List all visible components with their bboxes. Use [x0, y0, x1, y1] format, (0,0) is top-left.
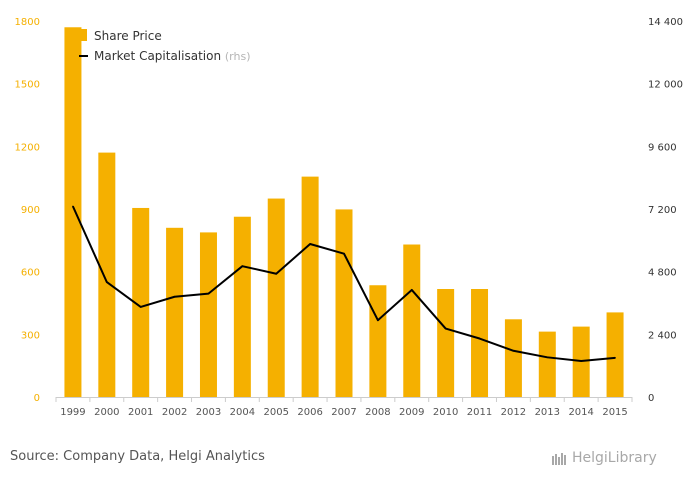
right-axis-tick-label: 9 600	[648, 142, 677, 153]
x-axis-tick-label: 2005	[264, 407, 289, 418]
x-axis-tick-label: 2009	[399, 407, 424, 418]
left-axis-tick-label: 0	[34, 393, 40, 404]
market-cap-point	[241, 265, 244, 267]
left-axis-tick-label: 1500	[15, 80, 40, 91]
x-axis-tick-label: 2015	[602, 407, 627, 418]
x-axis-tick-label: 2001	[128, 407, 153, 418]
x-axis-tick-label: 2006	[297, 407, 322, 418]
right-axis-tick-label: 4 800	[648, 268, 677, 279]
right-axis-tick-label: 12 000	[648, 80, 683, 91]
x-axis-tick-label: 2012	[501, 407, 526, 418]
market-cap-point	[139, 306, 142, 308]
market-cap-point	[410, 289, 413, 291]
legend-swatch-share-price	[79, 29, 87, 41]
legend-label-market-cap: Market Capitalisation (rhs)	[94, 49, 251, 63]
share-price-bar	[504, 319, 522, 397]
left-axis-tick-label: 600	[21, 268, 40, 279]
x-axis-tick-label: 2000	[94, 407, 119, 418]
share-price-bar	[199, 232, 217, 397]
market-cap-point	[377, 319, 379, 322]
share-price-bar	[267, 198, 285, 397]
left-axis-tick-label: 300	[21, 330, 40, 341]
x-axis-tick-label: 2004	[230, 407, 255, 418]
source-note: Source: Company Data, Helgi Analytics	[10, 449, 265, 464]
share-price-bar	[132, 207, 150, 397]
x-axis-tick-label: 2007	[331, 407, 356, 418]
market-cap-point	[207, 292, 210, 295]
market-cap-point	[309, 243, 311, 245]
market-cap-point	[275, 272, 278, 275]
right-axis: 0 2 400 4 800 7 200 9 600 12 000 14 400	[648, 17, 683, 404]
x-axis-tick-label: 2011	[467, 407, 492, 418]
share-price-bars	[64, 27, 624, 398]
x-axis-tick-label: 2003	[196, 407, 221, 418]
share-price-bar	[166, 227, 184, 397]
right-axis-tick-label: 7 200	[648, 205, 677, 216]
share-price-bar	[335, 209, 353, 397]
share-price-bar	[233, 216, 251, 397]
market-cap-point	[173, 295, 176, 298]
market-cap-point	[343, 252, 345, 255]
library-logo-icon	[552, 453, 566, 465]
share-price-bar	[606, 312, 624, 397]
x-axis-tick-label: 2014	[568, 407, 593, 418]
share-price-bar	[403, 244, 421, 397]
share-price-bar	[471, 289, 489, 397]
market-cap-point	[444, 327, 447, 330]
x-axis-tick-label: 2010	[433, 407, 458, 418]
x-axis-tick-label: 2008	[365, 407, 390, 418]
legend-rhs-note: (rhs)	[225, 50, 251, 63]
brand-logo: HelgiLibrary	[572, 450, 657, 466]
left-axis-tick-label: 1800	[15, 17, 40, 28]
x-axis-tick-label: 1999	[60, 407, 85, 418]
legend-label-share-price: Share Price	[94, 29, 162, 43]
right-axis-tick-label: 14 400	[648, 17, 683, 28]
legend: Share Price Market Capitalisation (rhs)	[79, 29, 251, 63]
share-price-bar	[538, 331, 556, 397]
share-price-bar	[98, 152, 116, 397]
market-cap-point	[580, 360, 582, 362]
left-axis: 0 300 600 900 1200 1500 1800	[15, 17, 40, 404]
share-price-bar	[369, 285, 387, 397]
x-axis: 1999 2000 2001 2002 2003 2004 2005 2006 2007 2008…	[55, 397, 633, 418]
x-axis-tick-label: 2013	[535, 407, 560, 418]
share-price-bar	[437, 289, 455, 397]
left-axis-tick-label: 900	[21, 205, 40, 216]
share-price-bar	[64, 27, 82, 398]
right-axis-tick-label: 2 400	[648, 330, 677, 341]
right-axis-tick-label: 0	[648, 393, 654, 404]
market-cap-point	[512, 349, 515, 352]
market-cap-point	[614, 357, 616, 359]
market-cap-point	[106, 281, 108, 283]
market-cap-line-layer	[72, 205, 616, 362]
share-price-bar	[301, 176, 319, 397]
market-cap-point	[478, 337, 481, 340]
left-axis-tick-label: 1200	[15, 142, 40, 153]
market-cap-point	[546, 356, 549, 359]
market-cap-point	[72, 205, 74, 208]
x-axis-tick-label: 2002	[162, 407, 187, 418]
